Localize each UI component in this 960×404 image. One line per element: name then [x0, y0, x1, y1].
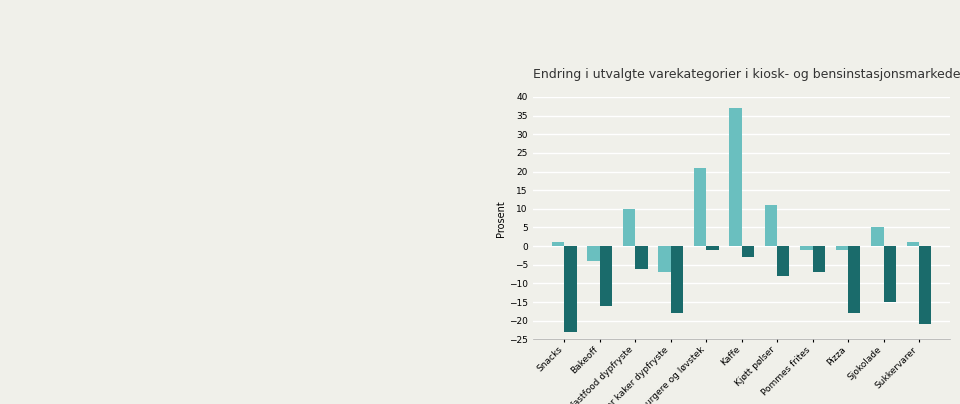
Bar	[800, 246, 812, 250]
Bar	[588, 246, 600, 261]
Bar	[552, 242, 564, 246]
Bar	[848, 246, 860, 313]
Bar	[671, 246, 684, 313]
Bar	[694, 168, 707, 246]
Bar	[623, 209, 636, 246]
Bar	[906, 242, 919, 246]
Bar	[600, 246, 612, 306]
Bar	[835, 246, 848, 250]
Bar	[707, 246, 718, 250]
Bar	[765, 205, 777, 246]
Bar	[871, 227, 883, 246]
Bar	[741, 246, 754, 257]
Bar	[730, 108, 741, 246]
Bar	[919, 246, 931, 324]
Bar	[564, 246, 577, 332]
Bar	[812, 246, 825, 272]
Text: Endring i utvalgte varekategorier i kiosk- og bensinstasjonsmarkedet 2010-2012: Endring i utvalgte varekategorier i kios…	[533, 68, 960, 81]
Bar	[659, 246, 671, 272]
Y-axis label: Prosent: Prosent	[496, 200, 506, 236]
Bar	[777, 246, 789, 276]
Bar	[883, 246, 896, 302]
Bar	[636, 246, 648, 269]
